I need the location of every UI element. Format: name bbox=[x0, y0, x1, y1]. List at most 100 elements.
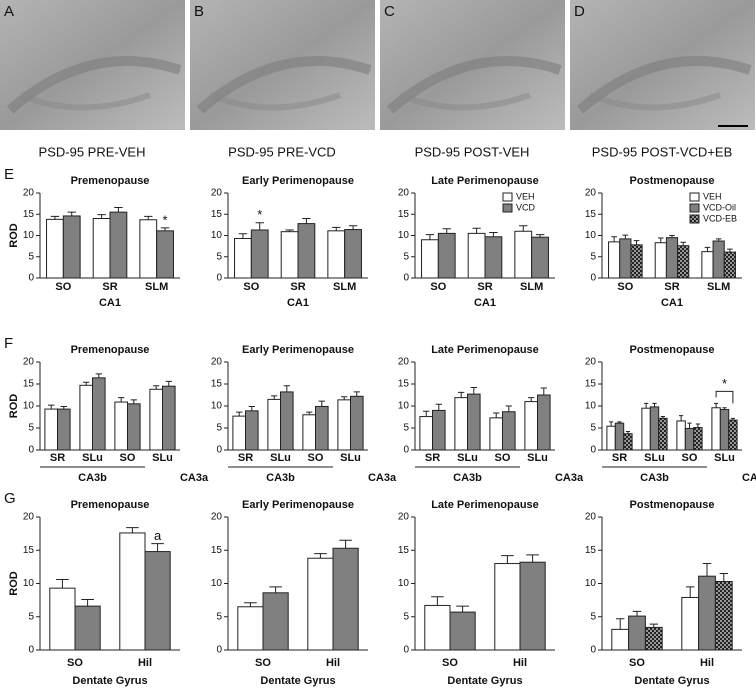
y-tick-label: 10 bbox=[211, 578, 223, 589]
x-tick-label: SR bbox=[612, 452, 627, 464]
y-tick-label: 10 bbox=[585, 230, 597, 241]
y-tick-label: 15 bbox=[585, 209, 597, 220]
error-bar bbox=[719, 573, 728, 582]
error-bar bbox=[431, 596, 444, 606]
error-bar bbox=[526, 554, 539, 563]
bar bbox=[114, 401, 129, 451]
x-tick-label: SLu bbox=[82, 452, 103, 464]
error-bar bbox=[269, 586, 282, 593]
y-tick-label: 20 bbox=[585, 512, 597, 523]
micrograph-caption: PSD-95 POST-VCD+EB bbox=[592, 144, 733, 159]
x-tick-label: SR bbox=[102, 281, 117, 293]
bar bbox=[684, 427, 695, 451]
error-bar bbox=[652, 402, 657, 407]
x-axis-label: CA1 bbox=[287, 297, 309, 309]
micrograph-letter: C bbox=[384, 3, 395, 20]
x-tick-label: Hil bbox=[326, 657, 340, 669]
bar bbox=[524, 401, 539, 451]
y-tick-label: 0 bbox=[403, 445, 409, 456]
x-axis-label: Dentate Gyrus bbox=[634, 675, 709, 687]
error-bar bbox=[669, 235, 675, 238]
y-tick-label: 0 bbox=[216, 645, 222, 656]
error-bar bbox=[238, 233, 248, 239]
error-bar bbox=[423, 410, 430, 417]
x-tick-label: SO bbox=[617, 281, 633, 293]
y-tick-label: 15 bbox=[398, 545, 410, 556]
y-tick-label: 15 bbox=[211, 379, 223, 390]
annotation: a bbox=[154, 528, 162, 543]
error-bar bbox=[302, 218, 311, 224]
error-bar bbox=[248, 405, 255, 411]
error-bar bbox=[95, 373, 102, 378]
y-tick-label: 5 bbox=[403, 611, 409, 622]
x-tick-label: SLu bbox=[714, 452, 735, 464]
error-bar bbox=[339, 539, 352, 549]
x-tick-label: SR bbox=[425, 452, 440, 464]
panel-label: F bbox=[4, 335, 13, 352]
y-tick-label: 0 bbox=[28, 645, 34, 656]
bar bbox=[644, 626, 663, 651]
bar bbox=[701, 251, 714, 279]
y-tick-label: 20 bbox=[23, 188, 35, 199]
error-bar bbox=[353, 391, 360, 397]
x-tick-label: SR bbox=[664, 281, 679, 293]
x-tick-label: SLu bbox=[340, 452, 361, 464]
error-bar bbox=[528, 397, 535, 402]
bar bbox=[119, 532, 146, 651]
bar bbox=[92, 218, 111, 279]
error-bar bbox=[151, 543, 164, 552]
bar bbox=[676, 420, 686, 451]
error-bar bbox=[493, 412, 500, 418]
bar bbox=[421, 239, 439, 279]
y-tick-label: 5 bbox=[216, 611, 222, 622]
y-tick-label: 20 bbox=[211, 357, 223, 368]
error-bar bbox=[81, 598, 94, 607]
bar bbox=[74, 605, 101, 651]
y-tick-label: 20 bbox=[211, 188, 223, 199]
y-tick-label: 20 bbox=[23, 357, 35, 368]
y-axis-label: ROD bbox=[8, 394, 20, 419]
x-tick-label: SO bbox=[55, 281, 71, 293]
error-bar bbox=[332, 226, 341, 231]
y-tick-label: 20 bbox=[23, 512, 35, 523]
error-bar bbox=[470, 387, 477, 395]
bar bbox=[641, 407, 651, 451]
y-tick-label: 15 bbox=[23, 379, 35, 390]
y-tick-label: 0 bbox=[216, 445, 222, 456]
annotation: * bbox=[163, 212, 168, 227]
micrograph-layer bbox=[588, 92, 722, 111]
error-bar bbox=[48, 404, 55, 410]
y-tick-label: 5 bbox=[403, 423, 409, 434]
y-tick-label: 5 bbox=[590, 611, 596, 622]
bar bbox=[649, 406, 660, 451]
y-tick-label: 15 bbox=[23, 209, 35, 220]
error-bar bbox=[622, 234, 629, 239]
bar bbox=[280, 391, 294, 451]
bar bbox=[658, 417, 668, 451]
error-bar bbox=[679, 415, 684, 421]
legend-swatch bbox=[502, 192, 513, 202]
bar bbox=[693, 427, 703, 451]
x-tick-label: SO bbox=[430, 281, 446, 293]
bar bbox=[437, 232, 456, 279]
x-tick-label: SO bbox=[442, 657, 458, 669]
x-tick-label: SO bbox=[120, 452, 136, 464]
bar bbox=[728, 419, 738, 451]
y-tick-label: 10 bbox=[23, 230, 35, 241]
bar bbox=[677, 245, 690, 279]
group-label: CA3b bbox=[640, 472, 669, 484]
error-bar bbox=[722, 407, 727, 410]
micrograph-layer bbox=[386, 56, 562, 114]
y-tick-label: 5 bbox=[216, 423, 222, 434]
error-bar bbox=[519, 225, 528, 232]
error-bar bbox=[126, 527, 139, 533]
legend-label: VCD-Oil bbox=[703, 202, 736, 212]
micrograph-caption: PSD-95 POST-VEH bbox=[415, 144, 530, 159]
error-bar bbox=[442, 228, 451, 234]
x-tick-label: SR bbox=[290, 281, 305, 293]
x-tick-label: SO bbox=[308, 452, 324, 464]
error-bar bbox=[702, 563, 712, 577]
y-tick-label: 10 bbox=[23, 401, 35, 412]
bar bbox=[49, 587, 76, 651]
error-bar bbox=[56, 579, 69, 589]
